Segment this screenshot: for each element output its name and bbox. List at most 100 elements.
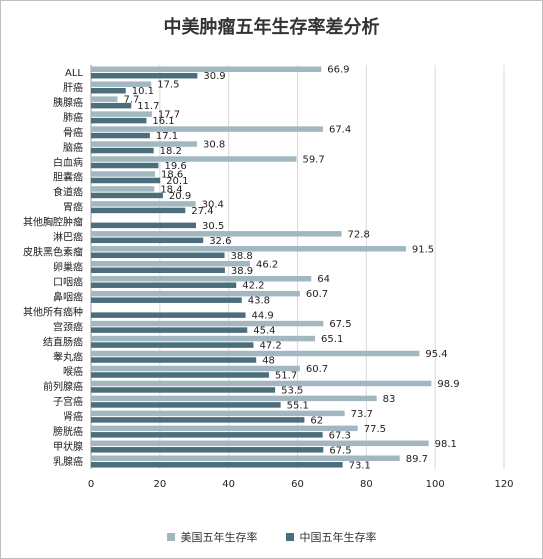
bar-us [91,320,324,327]
data-label: 98.1 [435,439,457,450]
category-label: 口咽癌 [53,275,83,288]
category-label: 脑癌 [63,141,83,154]
data-label: 38.9 [231,266,253,277]
category-label: 卵巢癌 [53,261,83,274]
legend-swatch [285,533,294,541]
category-label: 其他所有癌种 [23,305,83,318]
data-label: 46.2 [256,259,278,270]
data-label: 67.3 [329,430,351,441]
data-label: 18.6 [161,169,183,180]
legend: 美国五年生存率 中国五年生存率 [1,529,542,545]
bar-us [91,275,312,282]
bar-cn [91,417,305,423]
bar-us [91,290,300,297]
x-tick-label: 0 [88,479,94,490]
data-label: 73.7 [351,409,373,420]
category-label: 喉癌 [63,365,83,378]
chart-title: 中美肿瘤五年生存率差分析 [163,17,380,38]
bar-cn [91,117,147,124]
data-label: 30.8 [203,140,225,151]
data-label: 62 [310,415,323,426]
data-label: 16.1 [152,116,174,127]
x-tick-label: 100 [426,479,445,490]
bar-us [91,380,432,387]
bar-cn [91,162,159,169]
data-label: 83 [383,394,396,405]
x-tick-label: 60 [291,479,304,490]
data-label: 64 [317,274,330,285]
legend-item: 中国五年生存率 [285,529,377,545]
data-label: 89.7 [406,454,428,465]
bar-cn [91,342,254,348]
category-label: 甲状腺 [53,440,83,453]
bar-us [91,201,196,207]
data-label: 65.1 [321,334,343,345]
data-label: 95.4 [425,349,447,360]
data-label: 17.1 [156,131,178,142]
data-label: 43.8 [248,296,270,307]
legend-label: 美国五年生存率 [180,531,258,544]
legend-swatch [166,533,175,541]
bar-us [91,365,300,372]
data-label: 10.1 [132,86,154,97]
x-tick-label: 120 [494,479,513,490]
data-label: 72.8 [348,229,370,240]
bar-cn [91,87,126,94]
bar-cn [91,357,257,363]
data-label: 45.4 [253,326,275,337]
data-label: 11.7 [137,101,159,112]
bar-cn [91,297,242,303]
category-label: 肺癌 [63,111,83,124]
data-label: 27.4 [191,206,213,217]
category-label: 白血病 [53,156,83,169]
data-label: 59.7 [302,155,324,166]
bar-us [91,410,345,417]
category-label: 膀胱癌 [53,425,83,438]
data-label: 42.2 [242,281,264,292]
bar-us [91,425,358,432]
bar-us [91,335,316,342]
bar-us [91,350,420,357]
bar-cn [91,462,343,468]
category-label: 胃癌 [63,201,83,214]
bar-cn [91,102,132,109]
bar-us [91,81,152,87]
data-label: 19.6 [164,161,186,172]
data-label: 91.5 [412,244,434,255]
bar-cn [91,372,269,378]
bar-cn [91,402,281,408]
bar-cn [91,72,198,79]
data-label: 30.9 [203,71,225,82]
category-label: 乳腺癌 [53,455,83,468]
bar-cn [91,207,186,214]
bar-cn [91,132,150,139]
bar-us [91,261,251,267]
bar-us [91,126,323,132]
legend-label: 中国五年生存率 [299,531,377,544]
bar-cn [91,222,196,229]
bar-cn [91,237,204,244]
data-label: 7.7 [124,95,140,106]
data-label: 48 [262,356,275,367]
bar-cn [91,177,161,184]
data-label: 51.7 [275,370,297,381]
data-label: 73.1 [349,460,371,471]
category-label: 胰腺癌 [53,96,83,109]
category-label: 骨癌 [63,126,83,139]
category-label: 鼻咽癌 [53,290,83,303]
data-label: 44.9 [252,311,274,322]
data-label: 30.5 [202,221,224,232]
bar-us [91,66,322,72]
legend-item: 美国五年生存率 [166,529,258,545]
bar-cn [91,312,246,318]
category-label: 前列腺癌 [43,380,83,393]
category-label: 肝癌 [63,81,83,94]
bar-us [91,111,152,117]
bar-us [91,96,118,102]
data-label: 55.1 [287,400,309,411]
data-label: 47.2 [259,341,281,352]
bar-us [91,455,400,462]
bar-cn [91,387,276,393]
